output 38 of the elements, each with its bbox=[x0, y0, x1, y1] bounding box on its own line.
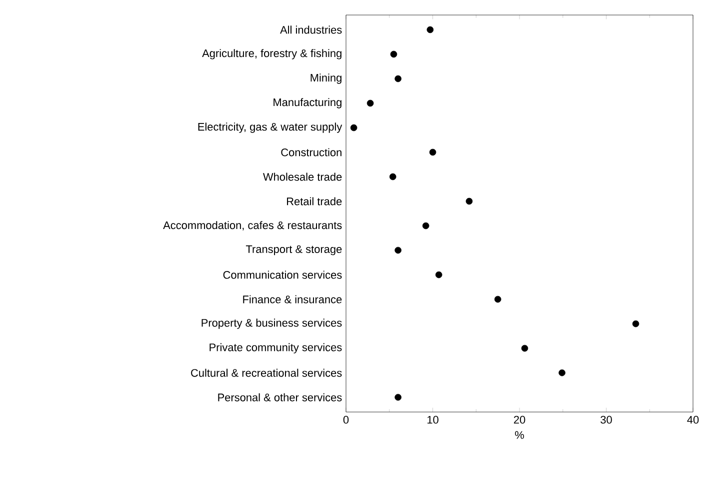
y-tick-label: Cultural & recreational services bbox=[191, 368, 342, 377]
y-tick-label: Communication services bbox=[223, 270, 342, 279]
y-tick-label: All industries bbox=[280, 26, 342, 34]
y-tick-label: Wholesale trade bbox=[263, 172, 342, 181]
point bbox=[429, 148, 436, 156]
point bbox=[466, 198, 473, 205]
y-tick-label: Personal & other services bbox=[218, 393, 342, 402]
point bbox=[350, 124, 358, 132]
y-tick-label: Property & business services bbox=[202, 318, 342, 329]
y-tick-label: Mining bbox=[310, 74, 342, 84]
x-tick-label: 10 bbox=[427, 416, 438, 424]
x-tick-label: 40 bbox=[687, 416, 699, 424]
x-tick-label: 0 bbox=[343, 416, 349, 424]
y-tick-label: Manufacturing bbox=[274, 98, 342, 108]
point bbox=[394, 246, 402, 254]
point bbox=[422, 222, 430, 230]
point bbox=[394, 394, 402, 401]
x-tick-label: 20 bbox=[514, 416, 526, 424]
point bbox=[435, 271, 442, 278]
y-tick-label: Retail trade bbox=[287, 197, 342, 206]
point bbox=[494, 296, 502, 303]
y-tick-label: Private community services bbox=[210, 343, 342, 354]
point bbox=[521, 344, 528, 352]
point bbox=[558, 369, 566, 376]
point bbox=[366, 100, 374, 107]
x-axis-title: % bbox=[515, 431, 524, 439]
point bbox=[426, 26, 434, 34]
y-tick-label: Construction bbox=[281, 148, 342, 156]
y-tick-label: Transport & storage bbox=[246, 245, 342, 256]
y-tick-label: Agriculture, forestry & fishing bbox=[202, 49, 342, 60]
point bbox=[632, 320, 640, 328]
y-tick-label: Electricity, gas & water supply bbox=[198, 122, 342, 133]
x-tick-label: 30 bbox=[600, 416, 612, 424]
point bbox=[389, 173, 396, 180]
point bbox=[394, 75, 402, 82]
y-tick-label: Finance & insurance bbox=[243, 295, 342, 304]
point bbox=[390, 50, 398, 58]
y-tick-label: Accommodation, cafes & restaurants bbox=[163, 221, 342, 230]
